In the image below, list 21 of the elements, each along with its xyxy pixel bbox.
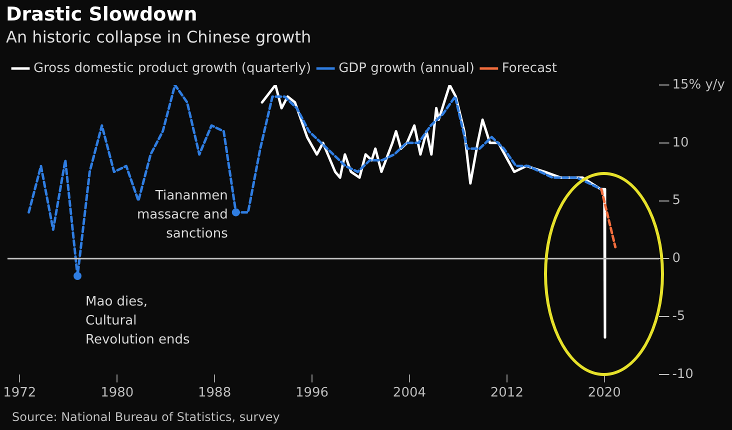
annotation: Mao dies, Cultural Revolution ends [86,294,190,348]
annotation: Tiananmen massacre and sanctions [136,188,228,242]
legend-label: GDP growth (annual) [338,60,474,76]
y-tick-label: -5 [672,308,686,324]
x-tick-label: 1972 [3,386,36,401]
chart-title: Drastic Slowdown [6,3,198,26]
y-tick-label: 5 [672,193,680,208]
x-tick-label: 1988 [198,386,232,401]
x-tick-label: 2004 [392,386,426,401]
source-note: Source: National Bureau of Statistics, survey [12,410,280,424]
x-tick-label: 1980 [100,386,134,401]
legend-label: Forecast [502,60,557,76]
x-tick-label: 2012 [490,386,524,401]
y-tick-label: 15% y/y [672,77,726,92]
legend-label: Gross domestic product growth (quarterly) [34,60,312,76]
y-tick-label: -10 [672,366,694,382]
x-tick-label: 1996 [295,386,329,401]
x-tick-label: 2020 [588,386,621,401]
y-tick-label: 10 [672,135,689,150]
chart-subtitle: An historic collapse in Chinese growth [6,28,312,47]
y-tick-label: 0 [672,251,680,266]
